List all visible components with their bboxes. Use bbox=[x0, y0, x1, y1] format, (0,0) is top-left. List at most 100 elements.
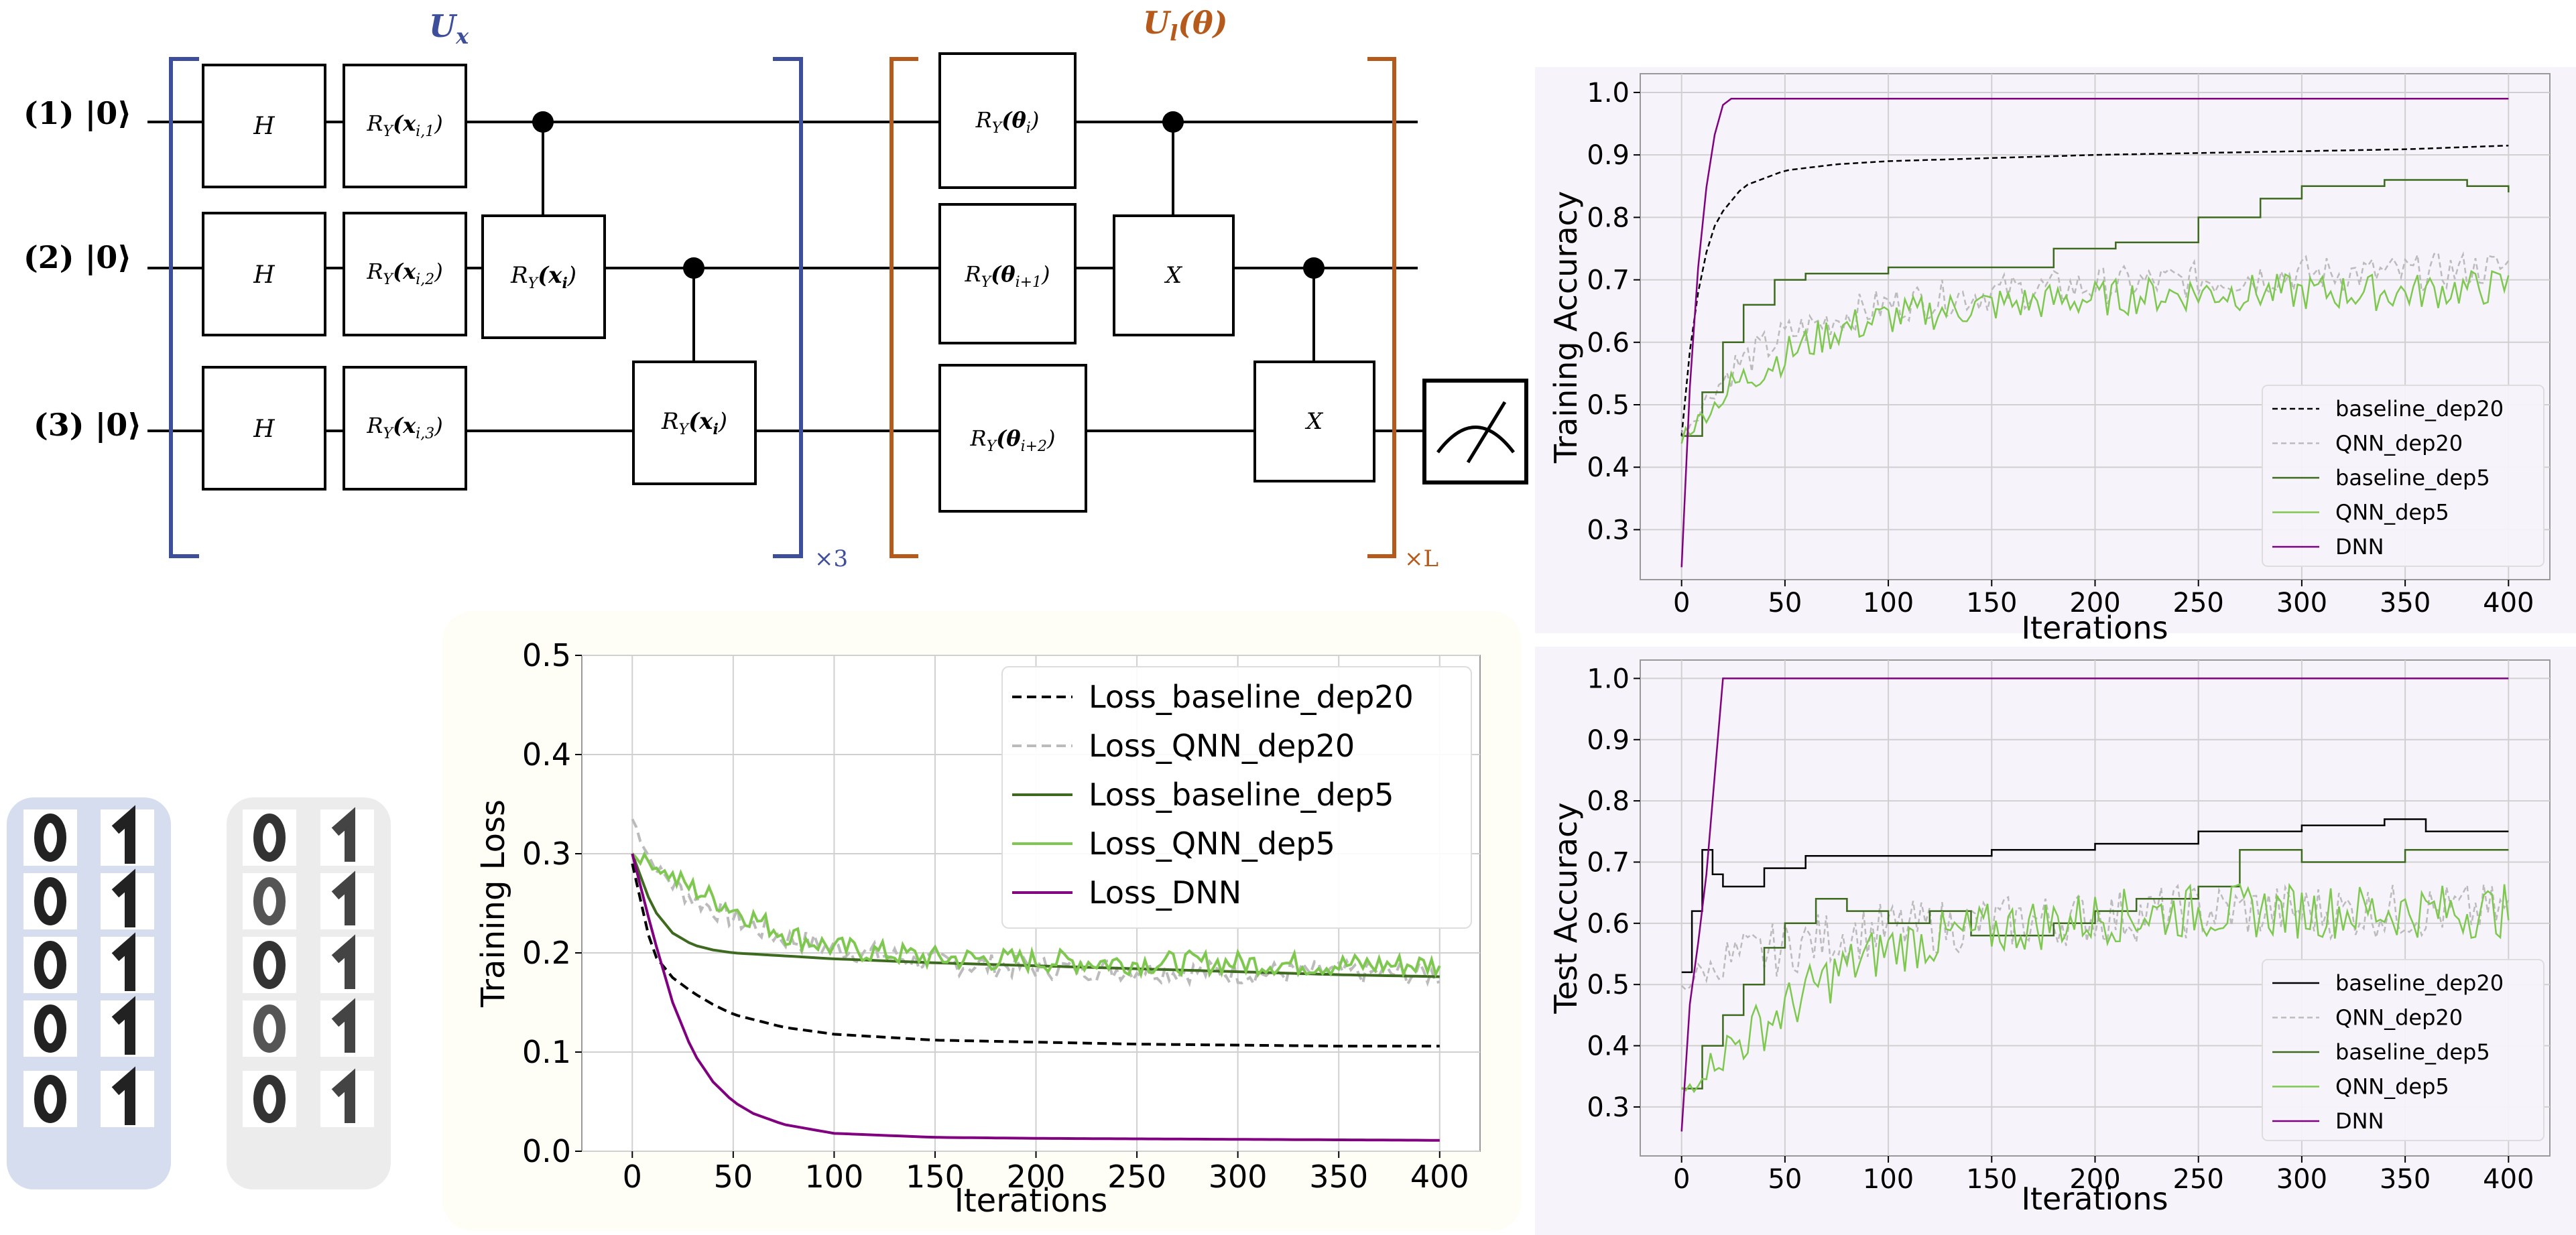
y-tick-label: 0.1 bbox=[522, 1034, 571, 1070]
x-tick-label: 0 bbox=[1673, 588, 1690, 619]
y-tick-label: 0.6 bbox=[1587, 328, 1630, 359]
y-tick-label: 0.4 bbox=[1587, 1031, 1630, 1062]
x-tick-label: 0 bbox=[1673, 1164, 1690, 1195]
x-tick-label: 50 bbox=[1768, 588, 1802, 619]
loss-chart: 0 50 100 150 200 250 300 350 400 0.0 0.1 0.2 0.3 0.4 0… bbox=[442, 611, 1522, 1231]
y-tick-label: 0.4 bbox=[522, 736, 571, 773]
svg-text:H: H bbox=[253, 415, 275, 443]
control-dot-3 bbox=[1162, 111, 1184, 133]
svg-text:RY(xi,2): RY(xi,2) bbox=[366, 259, 442, 288]
digit-one-icon bbox=[111, 868, 135, 927]
y-tick-label: 0.8 bbox=[1587, 786, 1630, 817]
loss-ticks: 0 50 100 150 200 250 300 350 400 0.0 0.1 0.2 0.3 0.4 0… bbox=[522, 637, 1469, 1195]
y-tick-label: 0.6 bbox=[1587, 909, 1630, 939]
x-tick-label: 300 bbox=[1209, 1159, 1268, 1195]
legend-label-Loss_DNN: Loss_DNN bbox=[1089, 874, 1241, 911]
x-tick-label: 400 bbox=[1410, 1159, 1469, 1195]
digit-zero-icon bbox=[253, 814, 286, 862]
hadamard-gates: H H H bbox=[202, 64, 326, 491]
legend-label-Loss_baseline_dep5: Loss_baseline_dep5 bbox=[1089, 777, 1394, 813]
qubit-3-label: (3) |0⟩ bbox=[34, 407, 141, 443]
qubit-1-label: (1) |0⟩ bbox=[23, 95, 131, 131]
digit-one-icon bbox=[111, 805, 135, 864]
x-tick-label: 0 bbox=[623, 1159, 642, 1195]
qubit-labels: (1) |0⟩ (2) |0⟩ (3) |0⟩ bbox=[23, 95, 141, 443]
ry-encoding-gates: RY(xi,1) RY(xi,2) RY(xi,3) bbox=[343, 64, 467, 491]
legend-label-QNN_dep5: QNN_dep5 bbox=[2335, 1074, 2449, 1100]
digit-one-icon bbox=[111, 932, 135, 991]
x-tick-label: 100 bbox=[1863, 1164, 1914, 1195]
svg-text:RY(θi+2): RY(θi+2) bbox=[969, 426, 1055, 455]
cry-gate-2: RY(xi) bbox=[632, 361, 757, 485]
y-tick-label: 0.4 bbox=[1587, 452, 1630, 483]
digit-one-icon bbox=[331, 870, 355, 925]
y-tick-label: 0.7 bbox=[1587, 847, 1630, 878]
loss-ylabel: Training Loss bbox=[475, 799, 512, 1008]
y-tick-label: 0.9 bbox=[1587, 140, 1630, 171]
x-tick-label: 300 bbox=[2276, 588, 2327, 619]
svg-text:X: X bbox=[1164, 262, 1183, 289]
y-tick-label: 0.3 bbox=[522, 836, 571, 872]
qubit-2-label: (2) |0⟩ bbox=[23, 239, 131, 275]
control-dot-2 bbox=[683, 257, 704, 279]
digit-zero-icon bbox=[34, 814, 66, 862]
loss-xlabel: Iterations bbox=[955, 1182, 1108, 1220]
x-tick-label: 100 bbox=[804, 1159, 863, 1195]
ansatz-repeat: ×L bbox=[1404, 545, 1438, 572]
series-line-Loss_baseline_dep20 bbox=[631, 863, 1440, 1048]
ry-theta-gates: RY(θi) RY(θi+1) RY(θi+2) bbox=[938, 52, 1087, 513]
series-line-Loss_QNN_dep20 bbox=[631, 818, 1440, 988]
series-line-DNN bbox=[1680, 98, 2509, 568]
digit-samples bbox=[7, 797, 391, 1189]
x-tick-label: 350 bbox=[2380, 588, 2431, 619]
y-tick-label: 0.3 bbox=[1587, 515, 1630, 545]
controlled-ry-gates: RY(xi) RY(xi) bbox=[481, 111, 757, 485]
digit-zero-icon bbox=[253, 877, 286, 925]
x-tick-label: 150 bbox=[1966, 1164, 2017, 1195]
x-tick-label: 100 bbox=[1863, 588, 1914, 619]
digit-zero-icon bbox=[253, 1004, 286, 1053]
x-tick-label: 300 bbox=[2276, 1164, 2327, 1195]
digit-zero-icon bbox=[34, 1004, 66, 1053]
y-tick-label: 0.5 bbox=[1587, 390, 1630, 421]
loss-series bbox=[631, 818, 1441, 1142]
x-gate-2: X bbox=[1253, 361, 1375, 482]
digit-zero-icon bbox=[34, 941, 66, 989]
x-tick-label: 250 bbox=[2173, 1164, 2224, 1195]
legend-label-baseline_dep20: baseline_dep20 bbox=[2335, 396, 2504, 421]
legend-label-baseline_dep5: baseline_dep5 bbox=[2335, 1039, 2490, 1065]
digit-one-icon bbox=[331, 998, 355, 1053]
y-tick-label: 0.5 bbox=[1587, 970, 1630, 1000]
digit-one-icon bbox=[111, 996, 135, 1055]
y-tick-label: 0.8 bbox=[1587, 202, 1630, 233]
train-acc-series bbox=[1680, 98, 2510, 568]
digit-one-icon bbox=[331, 934, 355, 989]
y-tick-label: 0.2 bbox=[522, 935, 571, 971]
y-tick-label: 0.3 bbox=[1587, 1092, 1630, 1123]
svg-text:RY(xi,3): RY(xi,3) bbox=[366, 413, 442, 442]
digit-zero-icon bbox=[34, 877, 66, 925]
test-acc-ticks: 0 50 100 150 200 250 300 350 400 0.3 0.4 0.5 0.6 0.7 0… bbox=[1587, 663, 2534, 1195]
ry-theta-gate-3: RY(θi+2) bbox=[938, 364, 1087, 513]
svg-text:H: H bbox=[253, 113, 275, 140]
x-tick-label: 50 bbox=[714, 1159, 753, 1195]
ry-gate-2: RY(xi,2) bbox=[343, 212, 467, 336]
x-tick-label: 400 bbox=[2483, 588, 2534, 619]
y-tick-label: 1.0 bbox=[1587, 78, 1630, 109]
legend-label-Loss_QNN_dep5: Loss_QNN_dep5 bbox=[1089, 826, 1335, 862]
encoder-title: Ux bbox=[429, 8, 469, 49]
test-acc-legend: baseline_dep20 QNN_dep20 baseline_dep5 QNN_… bbox=[2262, 959, 2544, 1141]
h-gate-2: H bbox=[202, 212, 326, 336]
legend-label-QNN_dep5: QNN_dep5 bbox=[2335, 500, 2449, 525]
legend-label-baseline_dep20: baseline_dep20 bbox=[2335, 970, 2504, 996]
h-gate-3: H bbox=[202, 366, 326, 491]
x-tick-label: 150 bbox=[1966, 588, 2017, 619]
x-tick-label: 200 bbox=[1007, 1159, 1066, 1195]
ry-gate-3: RY(xi,3) bbox=[343, 366, 467, 491]
series-line-baseline_dep20 bbox=[1680, 144, 2509, 436]
legend-label-Loss_baseline_dep20: Loss_baseline_dep20 bbox=[1089, 679, 1414, 715]
x-tick-label: 350 bbox=[2380, 1164, 2431, 1195]
encoder-bracket bbox=[169, 57, 803, 558]
measurement-meter-icon bbox=[1422, 379, 1528, 484]
svg-text:RY(xi,1): RY(xi,1) bbox=[366, 111, 442, 140]
